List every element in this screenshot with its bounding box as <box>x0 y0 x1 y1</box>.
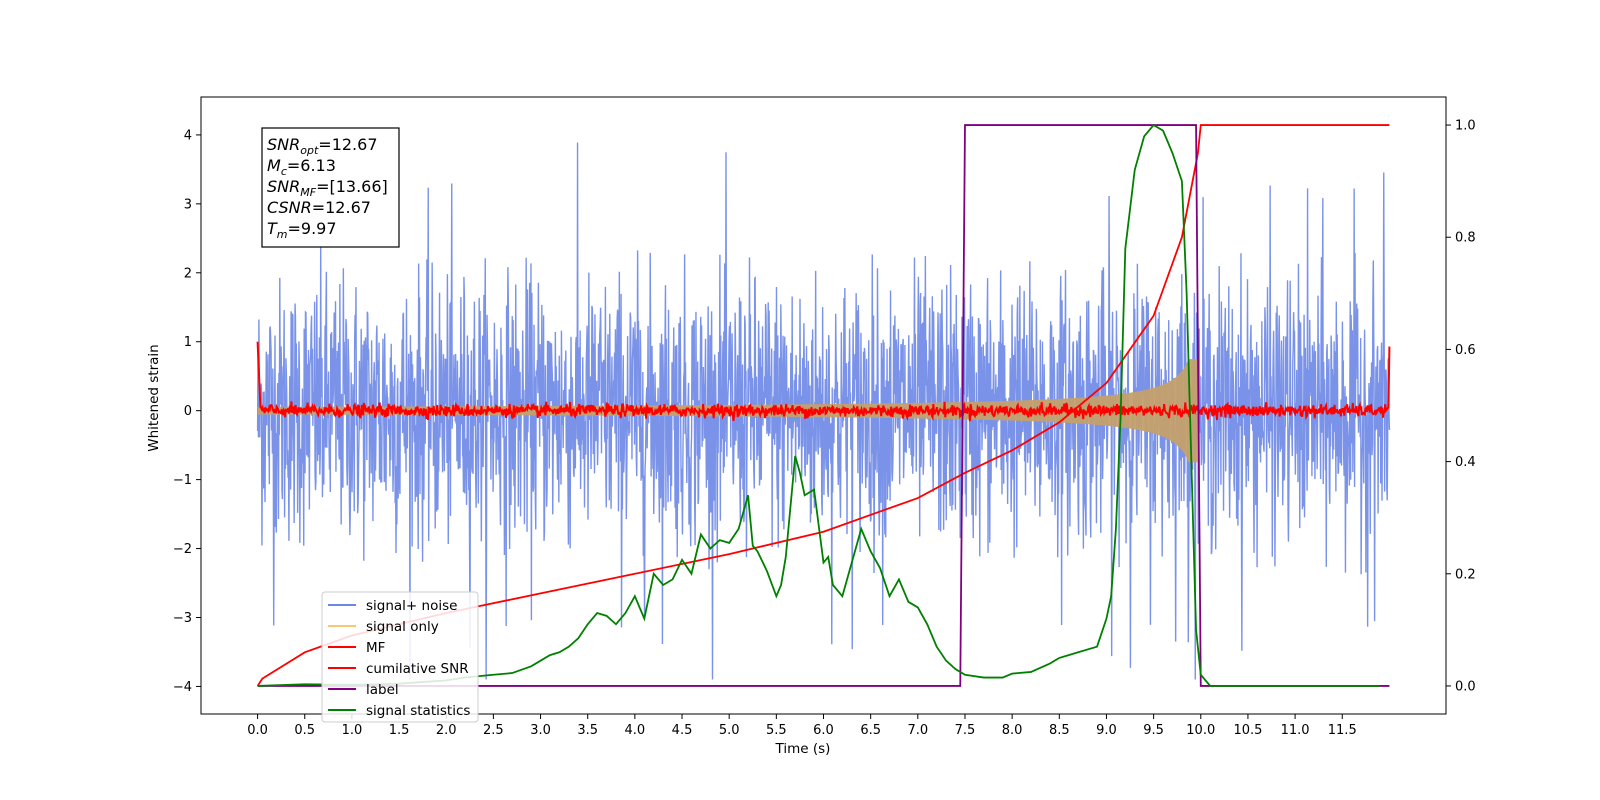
annotation-line: SNRopt=12.67 <box>267 135 378 157</box>
x-tick-label: 9.5 <box>1143 723 1164 738</box>
signal-statistics-line <box>257 123 1380 687</box>
x-tick-label: 8.5 <box>1049 723 1070 738</box>
x-tick-label: 10.5 <box>1233 723 1262 738</box>
x-tick-label: 6.5 <box>860 723 881 738</box>
legend-label: MF <box>366 640 385 656</box>
x-tick-label: 7.0 <box>907 723 928 738</box>
legend-label: signal only <box>366 619 439 635</box>
x-tick-label: 2.5 <box>483 723 504 738</box>
x-tick-label: 1.5 <box>389 723 410 738</box>
annotation-line: Tm=9.97 <box>267 219 337 241</box>
x-tick-label: 6.0 <box>813 723 834 738</box>
y-tick-label-left: 2 <box>184 266 192 281</box>
legend: signal+ noise signal only MF cumilative SNR… <box>321 591 479 723</box>
y-tick-label-right: 1.0 <box>1455 119 1476 134</box>
y-tick-label-left: 0 <box>184 404 192 419</box>
y-tick-label-right: 0.4 <box>1455 455 1476 470</box>
x-tick-label: 5.0 <box>719 723 740 738</box>
y-tick-label-right: 0.6 <box>1455 343 1476 358</box>
x-tick-label: 3.0 <box>530 723 551 738</box>
y-tick-label-right: 0.8 <box>1455 231 1476 246</box>
legend-box <box>321 591 479 723</box>
y-tick-label-left: 1 <box>184 335 192 350</box>
axes: 0.0 0.5 1.0 1.5 2.0 2.5 3.0 3.5 4.0 4.5 5.0 5.5 6.0 6… <box>173 96 1476 738</box>
legend-label: signal statistics <box>366 703 470 719</box>
signal-noise-line <box>256 142 1391 680</box>
y-tick-label-left: 4 <box>184 128 192 143</box>
y-axis-label: Whitened strain <box>146 344 162 451</box>
y-tick-label-left: −3 <box>173 611 192 626</box>
y-tick-label-left: −1 <box>173 473 192 488</box>
y-tick-label-left: 3 <box>184 197 192 212</box>
x-tick-label: 4.0 <box>625 723 646 738</box>
x-tick-label: 4.5 <box>672 723 693 738</box>
x-tick-label: 0.0 <box>247 723 268 738</box>
x-tick-label: 5.5 <box>766 723 787 738</box>
x-tick-label: 11.5 <box>1328 723 1357 738</box>
x-tick-label: 1.0 <box>342 723 363 738</box>
legend-label: label <box>366 682 399 698</box>
legend-label: cumilative SNR <box>366 661 469 677</box>
x-tick-label: 3.5 <box>577 723 598 738</box>
y-tick-label-left: −2 <box>173 542 192 557</box>
x-tick-label: 11.0 <box>1281 723 1310 738</box>
x-tick-label: 10.0 <box>1186 723 1215 738</box>
x-tick-label: 8.0 <box>1002 723 1023 738</box>
x-tick-label: 7.5 <box>955 723 976 738</box>
x-tick-label: 2.0 <box>436 723 457 738</box>
y-tick-label-right: 0.0 <box>1455 679 1476 694</box>
annotation-line: SNRMF=[13.66] <box>267 177 388 199</box>
y-tick-label-right: 0.2 <box>1455 567 1476 582</box>
y-tick-label-left: −4 <box>173 680 192 695</box>
annotation-box <box>261 127 400 248</box>
annotation-line: Mc=6.13 <box>267 156 336 178</box>
x-tick-label: 0.5 <box>294 723 315 738</box>
annotation-line: CSNR=12.67 <box>267 198 371 217</box>
x-axis-label: Time (s) <box>775 741 831 757</box>
x-tick-label: 9.0 <box>1096 723 1117 738</box>
legend-label: signal+ noise <box>366 598 457 614</box>
stats-annotation: SNRopt=12.67Mc=6.13SNRMF=[13.66]CSNR=12.… <box>261 127 400 248</box>
